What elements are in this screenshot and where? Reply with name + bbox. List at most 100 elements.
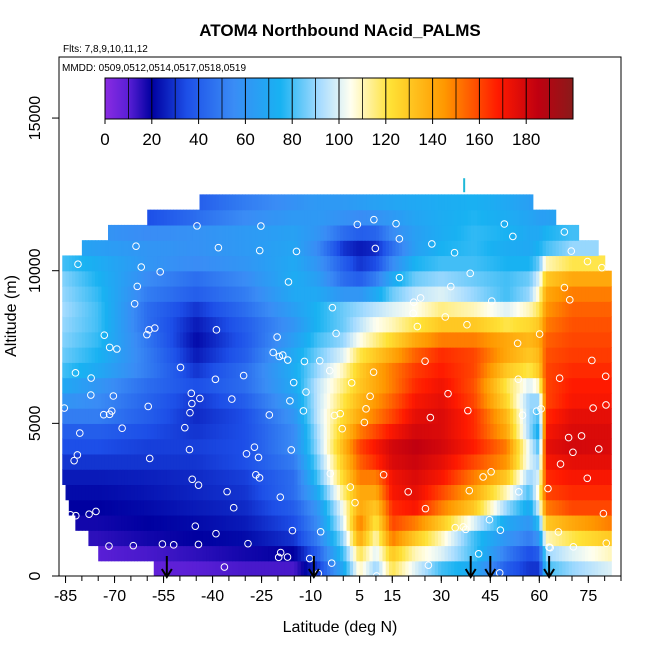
heatmap-cell bbox=[317, 560, 321, 576]
heatmap-cell bbox=[170, 423, 174, 440]
heatmap-cell bbox=[245, 514, 250, 531]
heatmap-cell bbox=[506, 484, 511, 501]
heatmap-cell bbox=[431, 362, 436, 379]
heatmap-cell bbox=[268, 514, 272, 531]
heatmap-cell bbox=[300, 545, 305, 562]
heatmap-cell bbox=[232, 362, 237, 379]
heatmap-cell bbox=[500, 545, 504, 562]
heatmap-cell bbox=[601, 316, 606, 333]
heatmap-cell bbox=[274, 362, 279, 379]
heatmap-cell bbox=[438, 331, 442, 348]
heatmap-cell bbox=[150, 224, 155, 241]
heatmap-cell bbox=[134, 453, 139, 470]
heatmap-cell bbox=[532, 499, 537, 516]
heatmap-cell bbox=[336, 514, 341, 531]
heatmap-cell bbox=[65, 392, 70, 409]
heatmap-cell bbox=[320, 285, 325, 302]
heatmap-cell bbox=[340, 514, 344, 531]
heatmap-cell bbox=[454, 392, 459, 409]
heatmap-cell bbox=[320, 438, 325, 455]
heatmap-cell bbox=[526, 438, 531, 455]
heatmap-cell bbox=[359, 423, 364, 440]
heatmap-cell bbox=[212, 301, 217, 318]
heatmap-cell bbox=[389, 301, 393, 318]
heatmap-cell bbox=[281, 240, 286, 257]
heatmap-cell bbox=[160, 530, 165, 547]
heatmap-cell bbox=[431, 423, 436, 440]
heatmap-cell bbox=[467, 347, 472, 363]
heatmap-cell bbox=[503, 301, 508, 318]
heatmap-cell bbox=[209, 545, 214, 562]
heatmap-cell bbox=[304, 270, 308, 287]
heatmap-cell bbox=[176, 209, 181, 226]
heatmap-cell bbox=[206, 255, 210, 272]
heatmap-cell bbox=[588, 530, 593, 547]
heatmap-cell bbox=[395, 331, 400, 348]
heatmap-cell bbox=[477, 438, 482, 455]
heatmap-cell bbox=[179, 499, 184, 516]
heatmap-cell bbox=[571, 316, 576, 333]
heatmap-cell bbox=[356, 408, 361, 424]
heatmap-cell bbox=[258, 209, 263, 226]
heatmap-cell bbox=[444, 347, 449, 363]
heatmap-cell bbox=[199, 316, 204, 333]
heatmap-cell bbox=[206, 545, 210, 562]
heatmap-cell bbox=[127, 255, 132, 272]
heatmap-cell bbox=[503, 423, 508, 440]
heatmap-cell bbox=[222, 392, 227, 409]
heatmap-cell bbox=[359, 347, 364, 363]
heatmap-cell bbox=[552, 347, 557, 363]
heatmap-cell bbox=[346, 514, 351, 531]
heatmap-cell bbox=[519, 438, 524, 455]
x-tick-label: 5 bbox=[355, 588, 364, 605]
heatmap-cell bbox=[585, 499, 589, 516]
heatmap-cell bbox=[421, 224, 426, 241]
heatmap-cell bbox=[111, 331, 116, 348]
heatmap-cell bbox=[522, 514, 527, 531]
heatmap-cell bbox=[173, 469, 178, 486]
heatmap-cell bbox=[186, 392, 191, 409]
heatmap-cell bbox=[513, 240, 518, 257]
heatmap-cell bbox=[451, 362, 455, 379]
heatmap-cell bbox=[323, 362, 328, 379]
heatmap-cell bbox=[228, 514, 233, 531]
heatmap-cell bbox=[241, 438, 246, 455]
heatmap-cell bbox=[552, 469, 557, 486]
heatmap-cell bbox=[601, 347, 606, 363]
heatmap-cell bbox=[281, 209, 286, 226]
colorbar-tick-label: 160 bbox=[465, 130, 493, 149]
heatmap-cell bbox=[150, 530, 155, 547]
heatmap-cell bbox=[323, 408, 328, 424]
heatmap-cell bbox=[251, 362, 256, 379]
heatmap-cell bbox=[183, 392, 188, 409]
heatmap-cell bbox=[385, 545, 390, 562]
heatmap-cell bbox=[268, 377, 272, 394]
heatmap-cell bbox=[385, 209, 390, 226]
heatmap-cell bbox=[558, 530, 563, 547]
heatmap-cell bbox=[532, 224, 537, 241]
heatmap-cell bbox=[219, 530, 223, 547]
heatmap-cell bbox=[385, 484, 390, 501]
heatmap-cell bbox=[545, 255, 550, 272]
heatmap-cell bbox=[389, 224, 393, 241]
heatmap-cell bbox=[418, 209, 423, 226]
heatmap-cell bbox=[405, 438, 410, 455]
heatmap-cell bbox=[75, 408, 80, 424]
heatmap-cell bbox=[565, 301, 570, 318]
heatmap-cell bbox=[173, 438, 178, 455]
heatmap-cell bbox=[317, 316, 321, 333]
heatmap-cell bbox=[447, 392, 452, 409]
heatmap-cell bbox=[585, 377, 589, 394]
heatmap-cell bbox=[438, 377, 442, 394]
heatmap-cell bbox=[460, 392, 465, 409]
heatmap-cell bbox=[287, 545, 292, 562]
heatmap-cell bbox=[536, 316, 540, 333]
heatmap-cell bbox=[183, 362, 188, 379]
heatmap-cell bbox=[356, 270, 361, 287]
heatmap-cell bbox=[232, 301, 237, 318]
heatmap-cell bbox=[578, 423, 583, 440]
heatmap-cell bbox=[78, 301, 83, 318]
heatmap-cell bbox=[114, 331, 119, 348]
heatmap-cell bbox=[215, 347, 220, 363]
heatmap-cell bbox=[111, 301, 116, 318]
